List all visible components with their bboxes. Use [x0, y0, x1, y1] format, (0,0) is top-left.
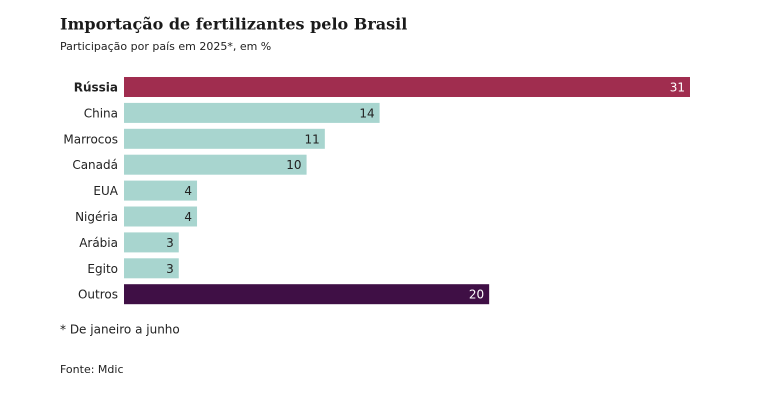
value-label: 14: [359, 106, 374, 120]
value-label: 31: [670, 81, 685, 95]
value-label: 4: [184, 210, 192, 224]
bar: [124, 258, 179, 279]
bar: [124, 232, 179, 253]
bar: [124, 180, 198, 201]
chart-subtitle: Participação por país em 2025*, em %: [60, 40, 271, 53]
value-label: 3: [166, 262, 174, 276]
bar: [124, 154, 307, 175]
category-label: Egito: [87, 262, 118, 276]
chart-title: Importação de fertilizantes pelo Brasil: [60, 15, 407, 34]
category-label: Canadá: [72, 158, 118, 172]
category-label: Rússia: [74, 81, 118, 95]
value-label: 3: [166, 236, 174, 250]
category-label: Marrocos: [63, 132, 118, 146]
bar: [124, 77, 690, 97]
bar: [124, 284, 490, 305]
value-label: 10: [286, 158, 301, 172]
footnote: * De janeiro a junho: [60, 323, 180, 337]
bar: [124, 206, 198, 227]
value-label: 11: [305, 132, 320, 146]
category-label: Outros: [78, 288, 118, 302]
category-label: China: [84, 106, 118, 120]
value-label: 20: [469, 288, 484, 302]
source: Fonte: Mdic: [60, 363, 124, 376]
value-label: 4: [184, 184, 192, 198]
category-label: EUA: [93, 184, 118, 198]
category-label: Nigéria: [75, 210, 118, 224]
category-label: Arábia: [79, 236, 118, 250]
bar: [124, 128, 325, 149]
bar: [124, 102, 380, 123]
